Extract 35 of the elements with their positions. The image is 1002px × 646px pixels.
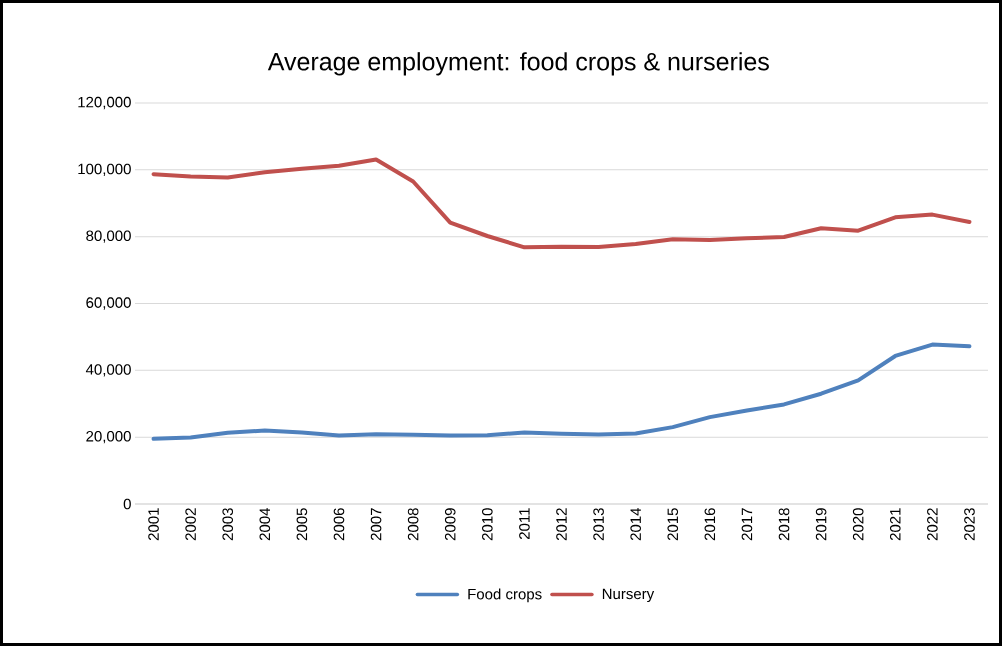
x-tick-label: 2003 — [222, 508, 234, 541]
x-tick-label: 2005 — [296, 508, 308, 541]
x-tick-label: 2010 — [482, 508, 493, 541]
y-tick-label: 40,000 — [85, 364, 131, 377]
x-tick-label: 2017 — [741, 508, 753, 541]
y-tick-label: 120,000 — [78, 96, 131, 110]
x-tick-label: 2006 — [333, 508, 345, 541]
y-tick-label: 80,000 — [86, 230, 131, 243]
x-tick-label: 2018 — [778, 508, 790, 541]
x-tick-label: 2020 — [852, 508, 864, 541]
x-tick-label: 2007 — [370, 508, 382, 541]
legend-label: Nursery — [602, 588, 655, 603]
x-tick-label: 2011 — [519, 508, 530, 540]
x-tick-label: 2014 — [630, 507, 641, 541]
x-tick-label: 2001 — [148, 508, 159, 541]
x-tick-label: 2022 — [927, 508, 938, 541]
y-tick-label: 0 — [123, 498, 131, 510]
line-series — [151, 157, 972, 250]
x-tick-label: 2019 — [815, 508, 827, 541]
x-tick-label: 2016 — [704, 508, 716, 541]
legend-label: Food crops — [468, 588, 542, 603]
y-tick-label: 20,000 — [86, 430, 131, 444]
x-tick-label: 2023 — [964, 508, 975, 541]
x-tick-label: 2009 — [444, 508, 456, 541]
x-tick-label: 2015 — [667, 508, 679, 541]
x-tick-label: 2008 — [407, 508, 419, 541]
x-tick-label: 2013 — [593, 508, 604, 541]
y-tick-label: 60,000 — [86, 297, 131, 310]
y-tick-label: 100,000 — [78, 163, 131, 177]
x-tick-label: 2002 — [185, 508, 196, 541]
line-series — [151, 342, 972, 441]
x-tick-label: 2012 — [556, 508, 567, 541]
x-tick-label: 2004 — [259, 507, 271, 541]
x-tick-label: 2021 — [889, 508, 901, 541]
chart-title: Average employment: food crops & nurseries — [267, 52, 769, 76]
